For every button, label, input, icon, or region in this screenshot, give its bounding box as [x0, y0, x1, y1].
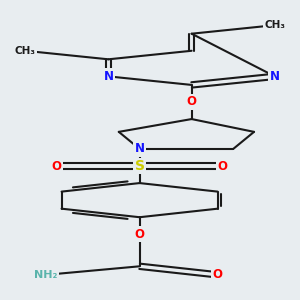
- Text: N: N: [135, 142, 145, 155]
- Text: CH₃: CH₃: [264, 20, 285, 30]
- Text: O: O: [218, 160, 228, 172]
- Text: N: N: [103, 70, 113, 83]
- Text: S: S: [135, 159, 145, 173]
- Text: NH₂: NH₂: [34, 270, 58, 280]
- Text: N: N: [270, 70, 280, 83]
- Text: O: O: [187, 95, 196, 109]
- Text: O: O: [135, 228, 145, 241]
- Text: CH₃: CH₃: [15, 46, 36, 56]
- Text: O: O: [51, 160, 62, 172]
- Text: O: O: [213, 268, 223, 281]
